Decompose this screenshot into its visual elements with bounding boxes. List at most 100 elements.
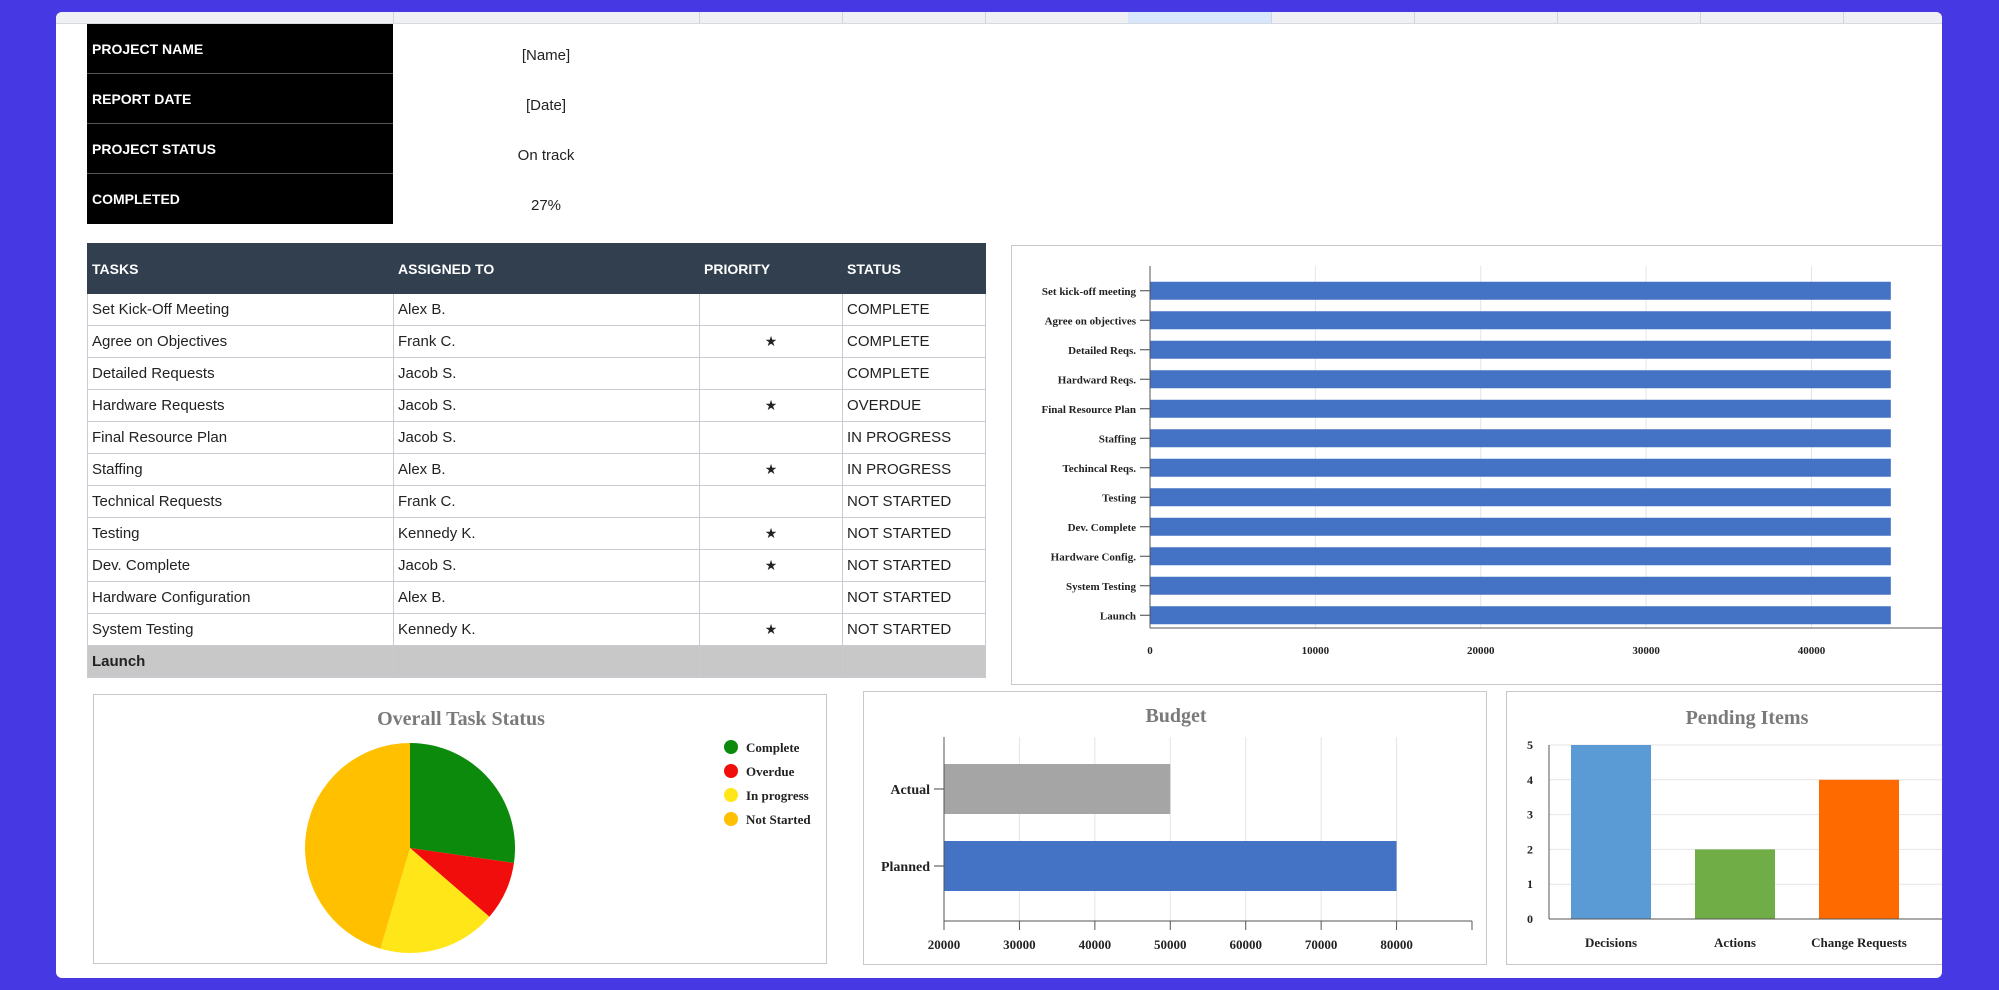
assigned-cell[interactable]: Frank C. bbox=[393, 325, 700, 358]
assigned-cell[interactable]: Jacob S. bbox=[393, 549, 700, 582]
category-label: Change Requests bbox=[1811, 935, 1907, 950]
assigned-cell[interactable]: Jacob S. bbox=[393, 389, 700, 422]
tick-label: 20000 bbox=[1467, 645, 1495, 657]
table-row[interactable]: Detailed Requests Jacob S. COMPLETE bbox=[87, 357, 986, 390]
project-name-value[interactable]: [Name] bbox=[521, 47, 571, 64]
status-cell[interactable]: NOT STARTED bbox=[842, 485, 986, 518]
priority-cell[interactable]: ★ bbox=[699, 389, 843, 422]
priority-cell[interactable]: ★ bbox=[699, 453, 843, 486]
status-cell[interactable]: COMPLETE bbox=[842, 293, 986, 326]
assigned-cell[interactable]: Alex B. bbox=[393, 453, 700, 486]
status-cell[interactable]: NOT STARTED bbox=[842, 613, 986, 646]
table-row[interactable]: Agree on Objectives Frank C. ★ COMPLETE bbox=[87, 325, 986, 358]
status-cell[interactable]: NOT STARTED bbox=[842, 549, 986, 582]
priority-cell[interactable]: ★ bbox=[699, 613, 843, 646]
assigned-cell[interactable]: Frank C. bbox=[393, 485, 700, 518]
timeline-chart-panel[interactable]: Set kick-off meeting Agree on objectives D… bbox=[1011, 245, 1942, 685]
status-cell[interactable]: OVERDUE bbox=[842, 389, 986, 422]
task-cell[interactable]: Set Kick-Off Meeting bbox=[87, 293, 394, 326]
column-header[interactable] bbox=[842, 12, 986, 23]
column-header[interactable] bbox=[1700, 12, 1844, 23]
table-row[interactable]: Hardware Configuration Alex B. NOT STARTED bbox=[87, 581, 986, 614]
column-header-selected[interactable] bbox=[1128, 12, 1272, 23]
column-header[interactable] bbox=[393, 12, 700, 23]
column-header[interactable] bbox=[985, 12, 1129, 23]
tick-label: 20000 bbox=[928, 937, 961, 952]
budget-chart-panel[interactable]: Budget Actual Planned 20000 30000 40000 50000 6… bbox=[863, 691, 1487, 965]
legend-label: Not Started bbox=[746, 812, 811, 827]
column-header[interactable] bbox=[1557, 12, 1701, 23]
task-cell[interactable]: Final Resource Plan bbox=[87, 421, 394, 454]
empty-cell[interactable] bbox=[393, 645, 700, 678]
tick-label: 5 bbox=[1527, 738, 1533, 752]
category-label: Actions bbox=[1714, 935, 1756, 950]
category-label: Staffing bbox=[1099, 433, 1137, 445]
table-row[interactable]: Testing Kennedy K. ★ NOT STARTED bbox=[87, 517, 986, 550]
project-status-value[interactable]: On track bbox=[517, 147, 575, 164]
pending-items-chart-panel[interactable]: Pending Items 0 1 2 3 4 5 Decisions Actions Chang… bbox=[1506, 691, 1942, 965]
status-cell[interactable]: NOT STARTED bbox=[842, 581, 986, 614]
launch-cell[interactable]: Launch bbox=[87, 645, 394, 678]
task-cell[interactable]: Agree on Objectives bbox=[87, 325, 394, 358]
priority-cell[interactable] bbox=[699, 485, 843, 518]
column-header[interactable] bbox=[1414, 12, 1558, 23]
budget-chart: Budget Actual Planned 20000 30000 40000 50000 6… bbox=[881, 705, 1473, 952]
table-row[interactable]: Dev. Complete Jacob S. ★ NOT STARTED bbox=[87, 549, 986, 582]
assigned-cell[interactable]: Jacob S. bbox=[393, 357, 700, 390]
column-header[interactable] bbox=[56, 12, 394, 23]
timeline-bar bbox=[1150, 370, 1891, 389]
status-cell[interactable]: COMPLETE bbox=[842, 325, 986, 358]
assigned-cell[interactable]: Alex B. bbox=[393, 293, 700, 326]
status-cell[interactable]: IN PROGRESS bbox=[842, 453, 986, 486]
priority-cell[interactable] bbox=[699, 293, 843, 326]
report-date-value[interactable]: [Date] bbox=[525, 97, 567, 114]
task-cell[interactable]: Testing bbox=[87, 517, 394, 550]
completed-value[interactable]: 27% bbox=[530, 197, 562, 214]
assigned-cell[interactable]: Jacob S. bbox=[393, 421, 700, 454]
timeline-bar bbox=[1150, 399, 1891, 418]
empty-cell[interactable] bbox=[842, 645, 986, 678]
priority-cell[interactable]: ★ bbox=[699, 549, 843, 582]
status-cell[interactable]: NOT STARTED bbox=[842, 517, 986, 550]
header-priority[interactable]: PRIORITY bbox=[699, 243, 843, 294]
table-row[interactable]: Hardware Requests Jacob S. ★ OVERDUE bbox=[87, 389, 986, 422]
priority-cell[interactable]: ★ bbox=[699, 325, 843, 358]
task-cell[interactable]: System Testing bbox=[87, 613, 394, 646]
table-row[interactable]: System Testing Kennedy K. ★ NOT STARTED bbox=[87, 613, 986, 646]
column-header[interactable] bbox=[699, 12, 843, 23]
legend-swatch bbox=[724, 812, 738, 826]
header-status[interactable]: STATUS bbox=[842, 243, 986, 294]
table-row[interactable]: Staffing Alex B. ★ IN PROGRESS bbox=[87, 453, 986, 486]
task-status-chart-panel[interactable]: Overall Task Status Complete Overdue In pro… bbox=[93, 694, 827, 964]
table-row[interactable]: Final Resource Plan Jacob S. IN PROGRESS bbox=[87, 421, 986, 454]
task-cell[interactable]: Hardware Configuration bbox=[87, 581, 394, 614]
table-row[interactable]: Technical Requests Frank C. NOT STARTED bbox=[87, 485, 986, 518]
priority-cell[interactable]: ★ bbox=[699, 517, 843, 550]
category-label: Dev. Complete bbox=[1068, 522, 1137, 534]
tick-label: 0 bbox=[1147, 645, 1153, 657]
timeline-chart: Set kick-off meeting Agree on objectives D… bbox=[1041, 266, 1942, 657]
assigned-cell[interactable]: Kennedy K. bbox=[393, 517, 700, 550]
status-cell[interactable]: COMPLETE bbox=[842, 357, 986, 390]
timeline-bar bbox=[1150, 340, 1891, 359]
assigned-cell[interactable]: Alex B. bbox=[393, 581, 700, 614]
assigned-cell[interactable]: Kennedy K. bbox=[393, 613, 700, 646]
priority-cell[interactable] bbox=[699, 421, 843, 454]
task-cell[interactable]: Detailed Requests bbox=[87, 357, 394, 390]
task-cell[interactable]: Dev. Complete bbox=[87, 549, 394, 582]
chart-title: Overall Task Status bbox=[377, 708, 545, 730]
header-assigned-to[interactable]: ASSIGNED TO bbox=[393, 243, 700, 294]
task-cell[interactable]: Staffing bbox=[87, 453, 394, 486]
empty-cell[interactable] bbox=[699, 645, 843, 678]
header-tasks[interactable]: TASKS bbox=[87, 243, 394, 294]
table-row-launch[interactable]: Launch bbox=[87, 645, 986, 678]
task-cell[interactable]: Technical Requests bbox=[87, 485, 394, 518]
tick-label: 4 bbox=[1527, 773, 1533, 787]
table-row[interactable]: Set Kick-Off Meeting Alex B. COMPLETE bbox=[87, 293, 986, 326]
tick-label: 80000 bbox=[1380, 937, 1413, 952]
column-header[interactable] bbox=[1271, 12, 1415, 23]
priority-cell[interactable] bbox=[699, 581, 843, 614]
priority-cell[interactable] bbox=[699, 357, 843, 390]
task-cell[interactable]: Hardware Requests bbox=[87, 389, 394, 422]
status-cell[interactable]: IN PROGRESS bbox=[842, 421, 986, 454]
